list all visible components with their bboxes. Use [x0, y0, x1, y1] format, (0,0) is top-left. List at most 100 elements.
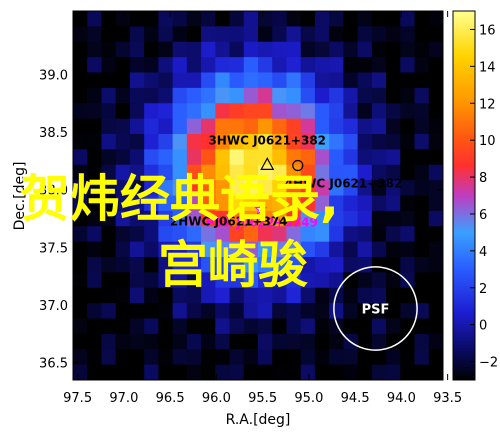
heatmap-cell	[186, 210, 202, 227]
heatmap-cell	[314, 41, 330, 58]
heatmap-cell	[343, 164, 359, 181]
heatmap-cell	[414, 318, 430, 335]
heatmap-cell	[314, 164, 330, 181]
heatmap-cell	[329, 195, 344, 212]
heatmap-cell	[386, 11, 401, 27]
heatmap-cell	[329, 333, 344, 350]
y-axis-label: Dec.[deg]	[12, 162, 28, 231]
heatmap-cell	[201, 87, 216, 104]
heatmap-cell	[158, 57, 174, 74]
heatmap-cell	[158, 72, 174, 89]
heatmap-cell	[300, 210, 316, 227]
heatmap-cell	[243, 118, 259, 135]
heatmap-cell	[286, 210, 302, 227]
heatmap-cell	[243, 41, 259, 58]
heatmap-cell	[172, 72, 188, 89]
heatmap-cell	[101, 26, 117, 43]
heatmap-cell	[229, 57, 245, 74]
heatmap-cell	[343, 134, 359, 150]
heatmap-cell	[172, 118, 188, 135]
heatmap-cell	[400, 272, 416, 289]
heatmap-cell	[73, 57, 88, 74]
heatmap-cell	[414, 287, 430, 304]
heatmap-cell	[158, 149, 174, 166]
psf-marker: PSF	[333, 266, 418, 351]
heatmap-cell	[243, 87, 259, 104]
heatmap-cell	[272, 318, 288, 335]
heatmap-cell	[229, 11, 245, 27]
heatmap-cell	[87, 257, 103, 273]
heatmap-cell	[386, 164, 401, 181]
heatmap-cell	[400, 26, 416, 43]
heatmap-cell	[186, 11, 202, 27]
heatmap-cell	[400, 11, 416, 27]
overlay-text-line2: 宫崎骏	[158, 236, 308, 294]
heatmap-cell	[73, 87, 88, 104]
heatmap-cell	[329, 364, 344, 380]
heatmap-cell	[329, 303, 344, 320]
heatmap-cell	[258, 226, 273, 243]
heatmap-cell	[329, 349, 344, 366]
heatmap-cell	[87, 41, 103, 58]
heatmap-cell	[129, 72, 145, 89]
heatmap-cell	[272, 333, 288, 350]
heatmap-cell	[215, 226, 231, 243]
heatmap-cell	[414, 149, 430, 166]
heatmap-cell	[172, 103, 188, 120]
heatmap-cell	[158, 303, 174, 320]
heatmap-cell	[329, 103, 344, 120]
heatmap-cell	[186, 149, 202, 166]
heatmap-cell	[386, 272, 401, 289]
heatmap-cell	[186, 118, 202, 135]
heatmap-cell	[258, 57, 273, 74]
heatmap-cell	[371, 118, 387, 135]
overlay-text-line1: 贺炜经典语录,	[20, 170, 339, 228]
heatmap-cell	[243, 26, 259, 43]
heatmap-cell	[158, 272, 174, 289]
heatmap-cell	[400, 349, 416, 366]
heatmap-cell	[357, 287, 373, 304]
heatmap-cell	[286, 41, 302, 58]
heatmap-cell	[414, 103, 430, 120]
heatmap-cell	[286, 57, 302, 74]
heatmap-cell	[172, 149, 188, 166]
heatmap-cell	[73, 272, 88, 289]
heatmap-cell	[201, 226, 216, 243]
heatmap-cell	[286, 272, 302, 289]
heatmap-cell	[73, 226, 88, 243]
heatmap-cell	[115, 57, 131, 74]
heatmap-cell	[314, 303, 330, 320]
heatmap-cell	[371, 257, 387, 273]
heatmap-cell	[87, 164, 103, 181]
heatmap-cell	[101, 241, 117, 258]
heatmap-cell	[428, 103, 443, 120]
heatmap-cell	[115, 41, 131, 58]
heatmap-cell	[101, 195, 117, 212]
heatmap-cell	[186, 333, 202, 350]
heatmap-cell	[129, 210, 145, 227]
heatmap-cell	[300, 134, 316, 150]
heatmap-cell	[144, 118, 159, 135]
heatmap-cell	[343, 87, 359, 104]
heatmap-cell	[272, 210, 288, 227]
heatmap-cell	[414, 195, 430, 212]
heatmap-cell	[286, 226, 302, 243]
heatmap-cell	[215, 118, 231, 135]
heatmap-cell	[215, 364, 231, 380]
heatmap-cell	[400, 241, 416, 258]
heatmap-cell	[144, 134, 159, 150]
heatmap-cell	[357, 318, 373, 335]
heatmap-cell	[314, 134, 330, 150]
heatmap-cell	[329, 149, 344, 166]
heatmap-cell	[229, 257, 245, 273]
heatmap-cell	[101, 103, 117, 120]
heatmap-cell	[286, 195, 302, 212]
heatmap-cell	[115, 103, 131, 120]
heatmap-cell	[386, 41, 401, 58]
heatmap-cell	[300, 318, 316, 335]
heatmap-cell	[229, 272, 245, 289]
heatmap-cell	[272, 103, 288, 120]
heatmap-cell	[243, 318, 259, 335]
heatmap-cell	[314, 241, 330, 258]
heatmap-cell	[329, 11, 344, 27]
